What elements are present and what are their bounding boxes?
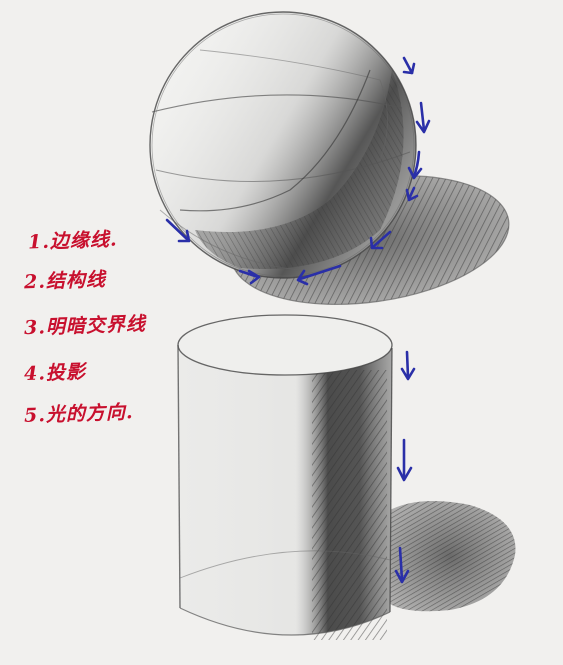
annotation-light-direction: 5.光的方向. — [23, 401, 134, 427]
annotation-terminator-line: 3.明暗交界线 — [23, 312, 147, 340]
blue-arrows — [165, 56, 431, 584]
sphere — [149, 11, 417, 279]
cylinder — [177, 314, 393, 640]
annotation-structure-line: 2.结构线 — [23, 268, 107, 294]
annotation-cast-shadow: 4.投影 — [23, 360, 87, 386]
cylinder-cast-shadow — [385, 501, 516, 612]
annotation-edge-line: 1.边缘线. — [27, 228, 118, 254]
